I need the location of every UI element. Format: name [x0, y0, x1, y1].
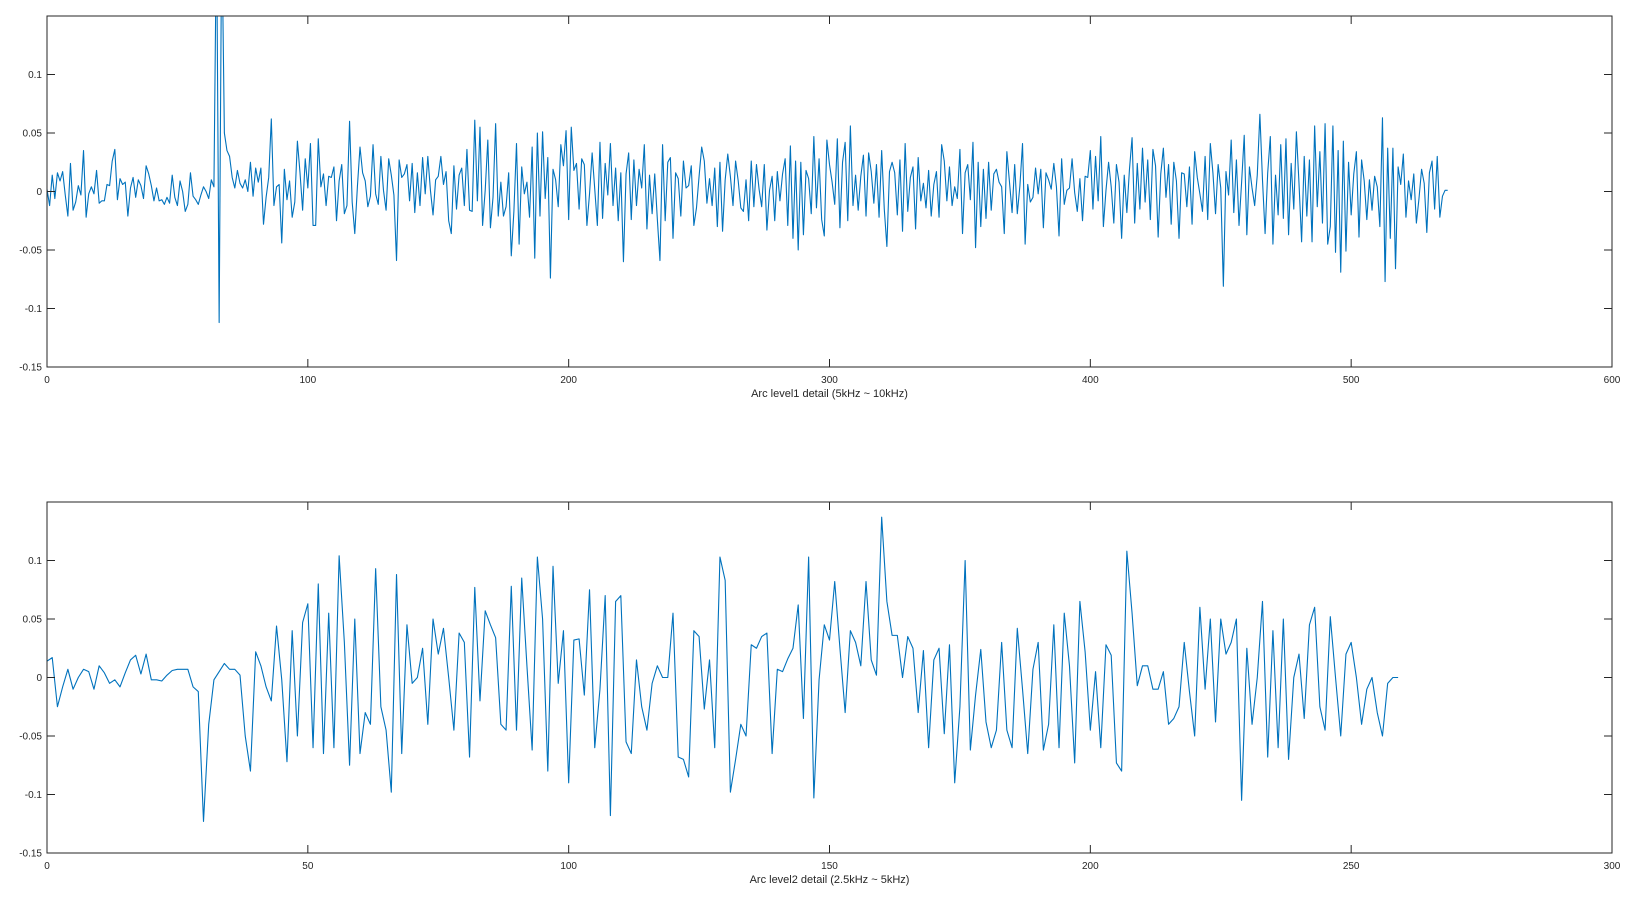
- subplot-1-series-1: [47, 16, 1448, 324]
- subplot-2-xtick-label: 300: [1604, 861, 1621, 872]
- subplot-1-ytick-label: -0.15: [19, 363, 42, 374]
- subplot-1-ytick-label: 0.1: [28, 70, 42, 81]
- subplot-1: 0 100 200 300 400 500 600 -0.15 -0.1 -0.05 0 0.05 0.…: [19, 15, 1621, 400]
- subplot-1-xtick-label: 300: [821, 375, 838, 386]
- subplot-1-xtick-label: 200: [560, 375, 577, 386]
- subplot-1-xlabel: Arc level1 detail (5kHz ~ 10kHz): [751, 388, 908, 400]
- subplot-2-xtick-label: 150: [821, 861, 838, 872]
- subplot-2-ytick-label: 0.1: [28, 556, 42, 567]
- subplot-1-xtick-label: 600: [1604, 375, 1621, 386]
- subplot-1-ticks: 0 100 200 300 400 500 600 -0.15 -0.1 -0.05 0 0.05 0.…: [19, 16, 1621, 386]
- subplot-2-xtick-label: 200: [1082, 861, 1099, 872]
- subplot-2-series-1: [47, 516, 1399, 822]
- subplot-2-xtick-label: 0: [44, 861, 50, 872]
- subplot-2-ytick-label: 0: [36, 673, 42, 684]
- subplot-2-xtick-label: 100: [560, 861, 577, 872]
- subplot-2: 0 50 100 150 200 250 300 -0.15 -0.1 -0.05 0 0.05 0.1…: [19, 501, 1621, 886]
- subplot-2-xtick-label: 250: [1343, 861, 1360, 872]
- subplot-1-line: [47, 16, 1448, 324]
- subplot-1-xtick-label: 0: [44, 375, 50, 386]
- subplot-2-ytick-label: -0.15: [19, 849, 42, 860]
- subplot-2-xtick-label: 50: [302, 861, 314, 872]
- subplot-1-xtick-label: 500: [1343, 375, 1360, 386]
- subplot-1-ytick-label: 0: [36, 187, 42, 198]
- subplot-2-ticks: 0 50 100 150 200 250 300 -0.15 -0.1 -0.05 0 0.05 0.1: [19, 502, 1621, 872]
- subplot-1-xtick-label: 100: [299, 375, 316, 386]
- subplot-2-ytick-label: -0.1: [25, 790, 43, 801]
- subplot-1-ytick-label: 0.05: [23, 129, 43, 140]
- subplot-1-ytick-label: -0.05: [19, 246, 42, 257]
- subplot-2-ytick-label: -0.05: [19, 732, 42, 743]
- subplot-2-ytick-label: 0.05: [23, 615, 43, 626]
- subplot-1-xtick-label: 400: [1082, 375, 1099, 386]
- subplot-2-line: [47, 516, 1399, 822]
- subplot-1-ytick-label: -0.1: [25, 304, 43, 315]
- subplot-2-xlabel: Arc level2 detail (2.5kHz ~ 5kHz): [750, 874, 910, 886]
